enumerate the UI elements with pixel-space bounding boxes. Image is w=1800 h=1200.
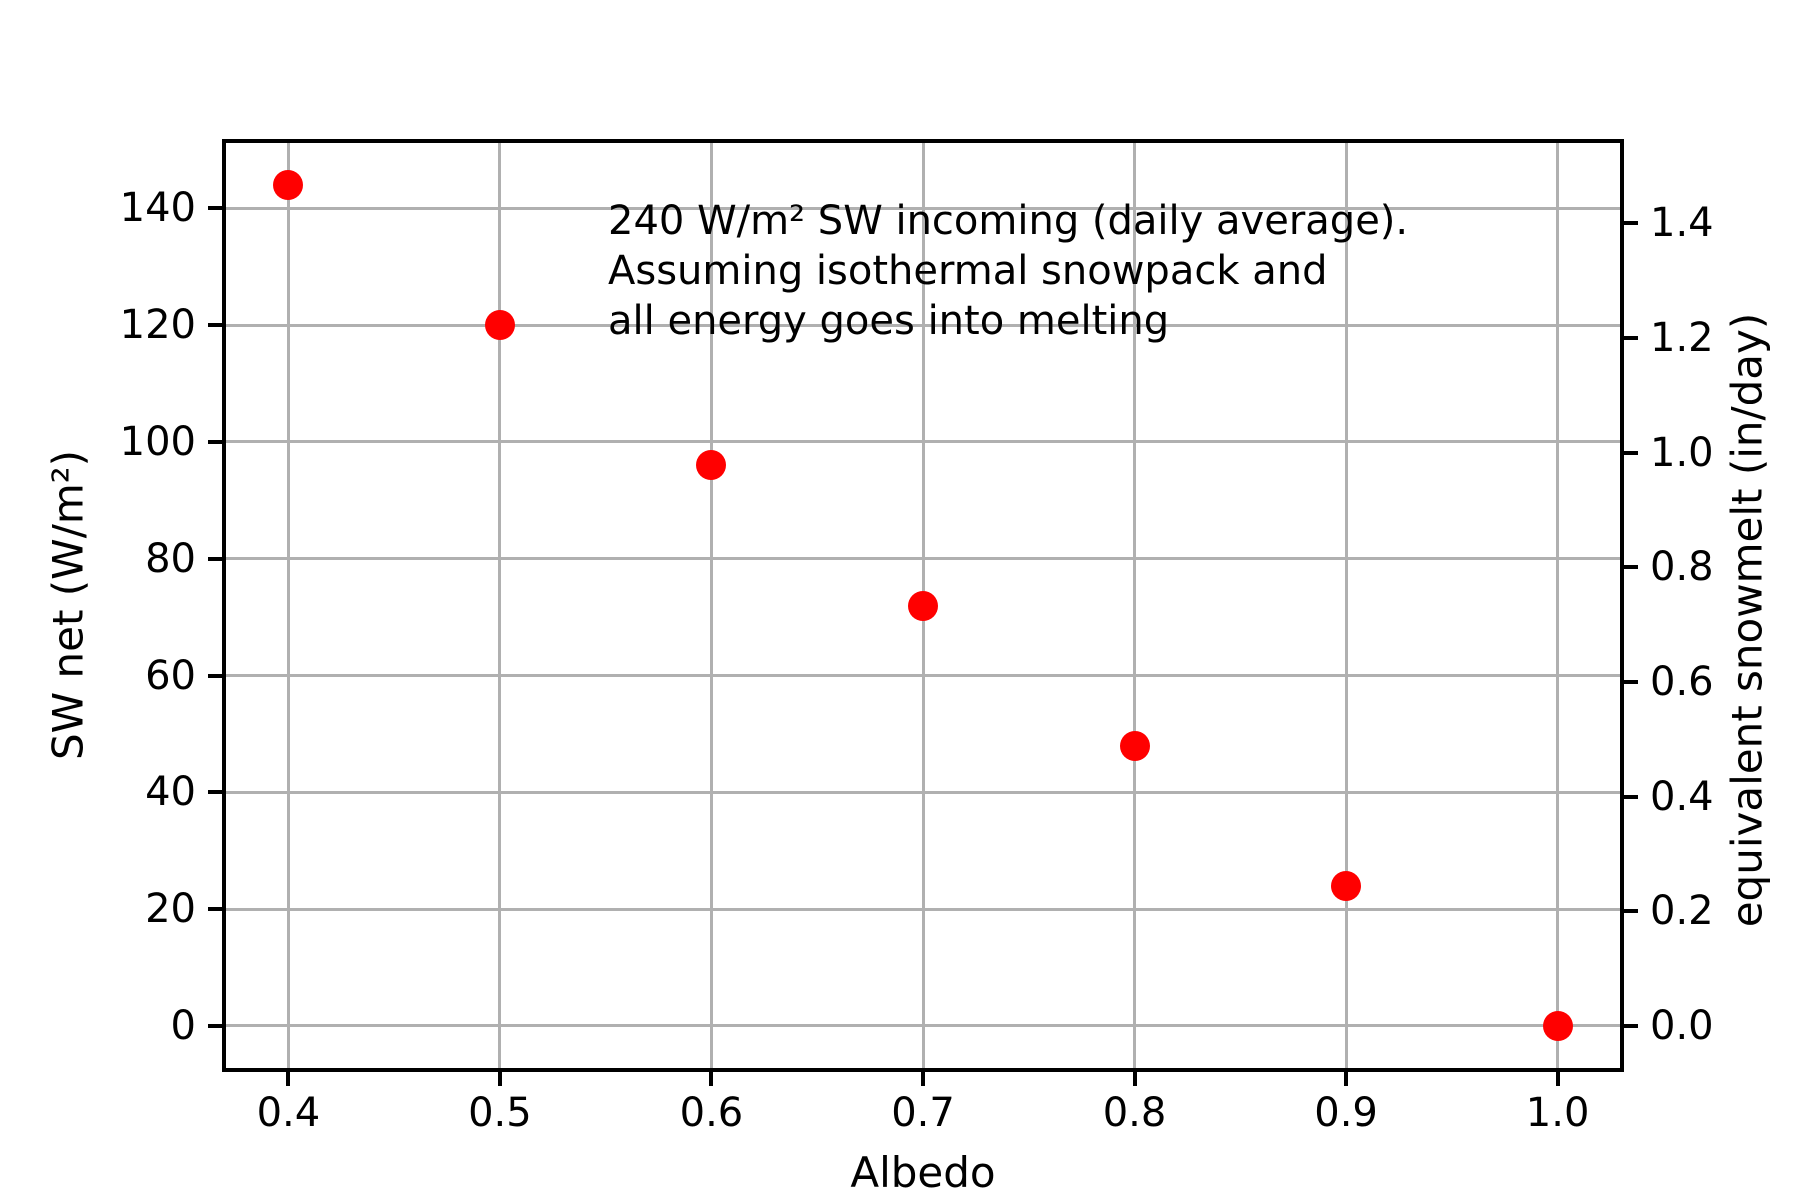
x-tick-mark <box>497 1070 502 1086</box>
data-point <box>1119 730 1150 761</box>
y-right-tick-label: 0.2 <box>1650 888 1714 935</box>
x-tick-mark <box>286 1070 291 1086</box>
annotation-line: Assuming isothermal snowpack and <box>608 248 1328 294</box>
y-left-tick-label: 140 <box>119 185 196 232</box>
y-left-tick-mark <box>208 790 224 795</box>
y-left-tick-mark <box>208 556 224 561</box>
y-left-tick-mark <box>208 206 224 211</box>
y-right-tick-label: 0.6 <box>1650 658 1714 705</box>
x-tick-mark <box>709 1070 714 1086</box>
data-point <box>484 310 515 341</box>
gridline-horizontal <box>226 206 1620 210</box>
gridline-vertical <box>498 143 502 1068</box>
gridline-vertical <box>1344 143 1348 1068</box>
y-left-tick-label: 60 <box>145 652 196 699</box>
annotation-line: 240 W/m² SW incoming (daily average). <box>608 198 1409 244</box>
gridline-horizontal <box>226 790 1620 794</box>
gridline-horizontal <box>226 557 1620 561</box>
y-left-tick-label: 100 <box>119 418 196 465</box>
y-left-tick-mark <box>208 323 224 328</box>
x-tick-label: 0.7 <box>891 1090 955 1136</box>
x-tick-label: 0.8 <box>1102 1090 1167 1136</box>
gridline-vertical <box>1133 143 1137 1068</box>
y-left-tick-mark <box>208 907 224 912</box>
y-left-tick-label: 0 <box>170 1002 196 1049</box>
y-right-tick-mark <box>1622 1023 1638 1028</box>
gridline-horizontal <box>226 323 1620 327</box>
y-right-tick-label: 1.0 <box>1650 429 1714 476</box>
annotation-text: 240 W/m² SW incoming (daily average). As… <box>608 196 1408 346</box>
x-tick-mark <box>1555 1070 1560 1086</box>
x-axis-label: Albedo <box>850 1148 996 1197</box>
x-tick-mark <box>1132 1070 1137 1086</box>
y-right-tick-mark <box>1622 565 1638 570</box>
y-axis-label-left: SW net (W/m²) <box>43 449 93 761</box>
y-right-tick-mark <box>1622 794 1638 799</box>
gridline-horizontal <box>226 907 1620 911</box>
x-tick-mark <box>1344 1070 1349 1086</box>
data-point <box>696 450 727 481</box>
annotation-line: all energy goes into melting <box>608 298 1170 344</box>
y-left-tick-label: 40 <box>145 769 196 816</box>
y-left-tick-label: 80 <box>145 535 196 582</box>
y-right-tick-mark <box>1622 221 1638 226</box>
x-tick-label: 0.6 <box>679 1090 744 1136</box>
data-point <box>908 590 938 621</box>
gridline-horizontal <box>226 440 1620 444</box>
y-right-tick-label: 0.8 <box>1650 544 1714 591</box>
gridline-vertical <box>1556 143 1560 1068</box>
data-point <box>1542 1010 1573 1041</box>
y-left-tick-mark <box>208 673 224 678</box>
data-point <box>1331 870 1362 901</box>
x-tick-label: 0.5 <box>468 1090 532 1136</box>
x-tick-mark <box>921 1070 925 1086</box>
x-tick-label: 1.0 <box>1525 1090 1590 1136</box>
gridline-horizontal <box>226 1024 1620 1028</box>
y-axis-label-right: equivalent snowmelt (in/day) <box>1722 312 1772 928</box>
y-right-tick-mark <box>1622 679 1638 684</box>
y-left-tick-label: 20 <box>145 886 196 933</box>
y-right-tick-mark <box>1622 909 1638 914</box>
y-right-tick-label: 0.0 <box>1650 1002 1714 1049</box>
y-right-tick-label: 1.4 <box>1650 200 1714 247</box>
y-left-tick-mark <box>208 439 224 444</box>
x-tick-label: 0.9 <box>1314 1090 1378 1136</box>
y-right-tick-label: 0.4 <box>1650 773 1714 820</box>
y-right-tick-label: 1.2 <box>1650 314 1714 361</box>
data-point <box>273 170 304 201</box>
x-tick-label: 0.4 <box>256 1090 321 1136</box>
y-right-tick-mark <box>1622 335 1638 340</box>
gridline-vertical <box>709 143 713 1068</box>
gridline-vertical <box>286 143 290 1068</box>
y-left-tick-mark <box>208 1023 224 1028</box>
gridline-horizontal <box>226 674 1620 678</box>
y-right-tick-mark <box>1622 450 1638 455</box>
y-left-tick-label: 120 <box>119 302 196 349</box>
